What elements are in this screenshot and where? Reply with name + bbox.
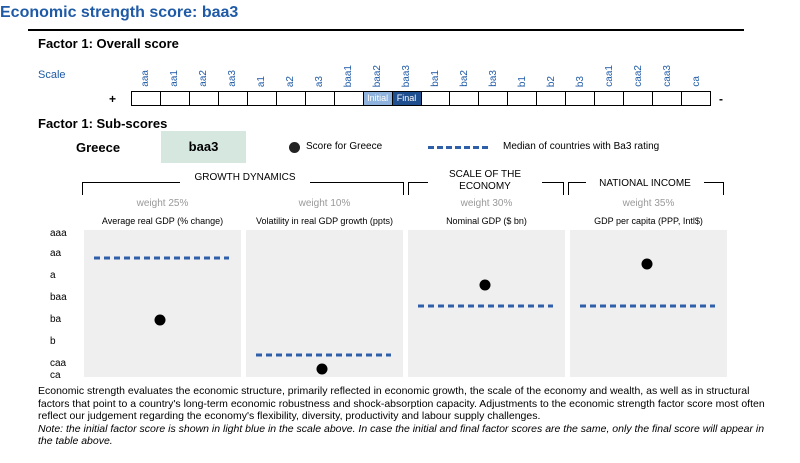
group-label-growth: GROWTH DYNAMICS xyxy=(194,172,296,183)
note-text: Note: the initial factor score is shown … xyxy=(38,422,765,448)
scale-cell-aa3 xyxy=(219,92,248,105)
scale-cell-aaa xyxy=(132,92,161,105)
y-label-ca: ca xyxy=(50,370,61,381)
scale-minus: - xyxy=(719,92,723,106)
panel-weight-1: weight 10% xyxy=(298,198,351,209)
bracket-gap-scale xyxy=(428,178,542,186)
factor1-heading: Factor 1: Overall score xyxy=(38,36,179,51)
group-label-scale: SCALE OF THE ECONOMY xyxy=(448,169,522,192)
scale-cell-b2 xyxy=(537,92,567,105)
legend-dash-label: Median of countries with Ba3 rating xyxy=(503,141,660,152)
scale-plus: + xyxy=(109,92,117,106)
country-name: Greece xyxy=(76,140,121,155)
panel-label-2: Nominal GDP ($ bn) xyxy=(446,216,527,226)
scale-cell-aa2 xyxy=(190,92,219,105)
scale-cell-ba3 xyxy=(479,92,509,105)
y-label-aaa: aaa xyxy=(50,228,67,239)
scale-row: Initial Final xyxy=(131,91,711,106)
panel-bg-3 xyxy=(570,230,727,377)
scale-cell-a2 xyxy=(277,92,306,105)
panel-label-3: GDP per capita (PPP, Intl$) xyxy=(594,216,703,226)
legend-dot-marker xyxy=(289,142,300,153)
bracket-gap-growth xyxy=(180,178,310,186)
panel-bg-1 xyxy=(246,230,403,377)
panel-label-0: Average real GDP (% change) xyxy=(101,216,224,226)
panel-bg-0 xyxy=(84,230,241,377)
scale-cell-b3 xyxy=(566,92,596,105)
group-label-national: NATIONAL INCOME xyxy=(599,178,691,189)
description-block: Economic strength evaluates the economic… xyxy=(38,385,768,448)
scale-cell-baa1 xyxy=(335,92,364,105)
scale-cell-baa2: Initial xyxy=(363,92,393,105)
score-dot-2 xyxy=(479,279,491,291)
panel-label-1: Volatility in real GDP growth (ppts) xyxy=(256,216,393,226)
title-rule xyxy=(28,29,744,31)
page-title: Economic strength score: baa3 xyxy=(0,4,239,21)
y-label-baa: baa xyxy=(50,292,67,303)
score-dot-3 xyxy=(641,258,653,270)
y-label-aa: aa xyxy=(50,248,62,259)
subscores-heading: Factor 1: Sub-scores xyxy=(38,116,168,131)
scale-cell-caa1 xyxy=(595,92,625,105)
scale-label: Scale xyxy=(38,69,66,81)
y-label-a: a xyxy=(50,270,56,281)
scale-cell-b1 xyxy=(508,92,538,105)
scale-cell-aa1 xyxy=(161,92,190,105)
panel-weight-2: weight 30% xyxy=(460,198,513,209)
description-text: Economic strength evaluates the economic… xyxy=(38,385,765,422)
panel-bg-2 xyxy=(408,230,565,377)
country-score-badge: baa3 xyxy=(161,131,246,163)
scale-cell-caa2 xyxy=(624,92,654,105)
scale-cell-caa3 xyxy=(653,92,683,105)
score-dot-1 xyxy=(316,363,328,375)
y-label-b: b xyxy=(50,336,56,347)
scale-cell-a3 xyxy=(306,92,335,105)
scale-cell-baa3: Final xyxy=(392,92,422,105)
scale-cell-ba2 xyxy=(450,92,480,105)
panel-weight-3: weight 35% xyxy=(622,198,675,209)
panel-weight-0: weight 25% xyxy=(136,198,189,209)
legend-dash-marker xyxy=(428,146,488,149)
score-dot-0 xyxy=(154,314,166,326)
bracket-gap-national xyxy=(586,178,704,186)
scale-cell-ba1 xyxy=(422,92,451,105)
legend-dot-label: Score for Greece xyxy=(306,141,383,152)
y-label-caa: caa xyxy=(50,358,67,369)
y-label-ba: ba xyxy=(50,314,62,325)
scale-cell-a1 xyxy=(248,92,277,105)
